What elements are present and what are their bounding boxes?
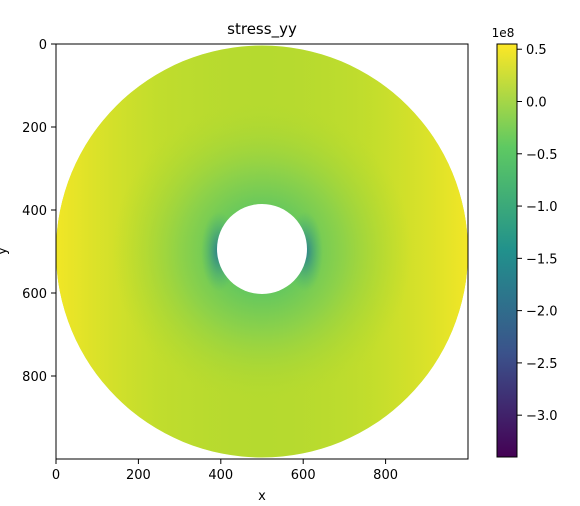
y-tick-label: 0 <box>39 38 47 53</box>
y-tick-label: 800 <box>22 370 47 385</box>
colorbar-tick-label: −1.0 <box>526 200 558 215</box>
colorbar-tick-label: −3.0 <box>526 409 558 424</box>
colorbar-tick-label: −2.0 <box>526 305 558 320</box>
chart-title: stress_yy <box>227 20 297 39</box>
heatmap-inner-hole <box>217 204 307 294</box>
x-tick-label: 200 <box>126 468 151 483</box>
plot-frame <box>55 43 469 460</box>
x-tick-label: 400 <box>208 468 233 483</box>
x-axis-label: x <box>258 489 266 504</box>
colorbar-ticks: 0.5 0.0 −0.5 −1.0 −1.5 −2.0 −2.5 −3.0 <box>517 43 558 424</box>
x-axis: 0 200 400 600 800 <box>52 459 398 483</box>
x-tick-label: 800 <box>373 468 398 483</box>
y-axis: 0 200 400 600 800 <box>22 38 56 385</box>
y-tick-label: 200 <box>22 121 47 136</box>
x-tick-label: 0 <box>52 468 60 483</box>
colorbar <box>496 43 518 458</box>
x-tick-label: 600 <box>291 468 316 483</box>
colorbar-tick-label: −1.5 <box>526 252 558 267</box>
colorbar-scale-label: 1e8 <box>492 26 515 40</box>
colorbar-tick-label: −2.5 <box>526 357 558 372</box>
y-tick-label: 400 <box>22 204 47 219</box>
colorbar-tick-label: 0.0 <box>526 96 547 111</box>
colorbar-tick-label: −0.5 <box>526 148 558 163</box>
y-tick-label: 600 <box>22 287 47 302</box>
y-axis-label: y <box>0 247 10 255</box>
heatmap-annulus <box>56 45 468 458</box>
colorbar-tick-label: 0.5 <box>526 43 547 58</box>
